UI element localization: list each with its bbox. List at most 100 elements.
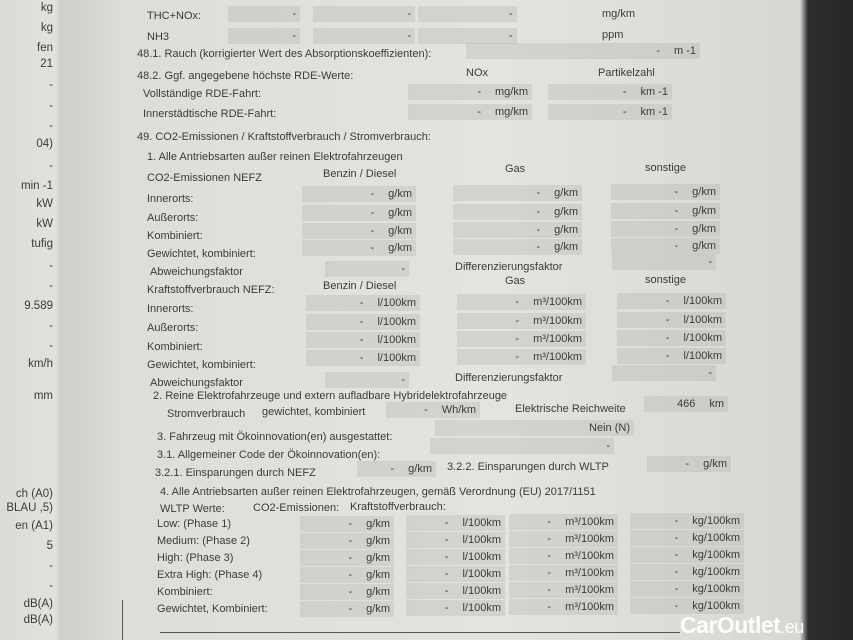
value-field-background (612, 365, 716, 381)
value-field-background (406, 515, 505, 531)
rde-full-label: Vollständige RDE-Fahrt: (143, 88, 261, 100)
unit: g/km (366, 586, 390, 598)
column-header: NOx (466, 67, 488, 79)
section-2-title: 2. Reine Elektrofahrzeuge und extern auf… (153, 390, 508, 402)
section-31-label: 3.1. Allgemeiner Code der Ökoinnovation(… (157, 449, 381, 461)
unit: m -1 (674, 45, 696, 57)
value-field-background (406, 600, 505, 616)
value-field-background (612, 254, 716, 270)
value-field-background (453, 185, 582, 201)
value-cell: - g/km (348, 603, 390, 616)
value-field-background (630, 598, 744, 614)
value-field-background (228, 6, 300, 22)
left-page-fragment: - (49, 160, 53, 172)
label: Stromverbrauch (167, 408, 246, 420)
value: - (547, 516, 552, 528)
unit: m³/100km (565, 550, 614, 562)
unit: l/100km (462, 551, 501, 563)
value-cell: - m³/100km (515, 333, 582, 346)
row-label: High: (Phase 3) (157, 552, 234, 564)
value-field-background (417, 28, 517, 44)
value: - (444, 517, 449, 529)
unit: g/km (692, 223, 716, 235)
value-field-background (300, 550, 394, 566)
nh3-value: - (407, 30, 411, 42)
value-field-background (406, 549, 505, 565)
row-label: Abweichungsfaktor (150, 266, 243, 278)
value-cell: - l/100km (445, 551, 501, 564)
column-header: Kraftstoffverbrauch: (350, 501, 446, 513)
value-cell: - l/100km (445, 585, 501, 598)
value-cell: - l/100km (445, 534, 501, 547)
value-cell: - m³/100km (547, 516, 614, 529)
left-page-fragment: 04) (36, 138, 53, 150)
left-page-fragment: - (49, 280, 53, 292)
smoke-value: - m -1 (656, 45, 696, 58)
value-cell: - m³/100km (515, 351, 582, 364)
value-field-background (548, 104, 672, 120)
value-cell: - kg/100km (675, 515, 740, 528)
value-cell: - m³/100km (515, 315, 582, 328)
value-field-background (430, 438, 614, 454)
row-label: Gewichtet, kombiniert: (147, 359, 256, 371)
value: - (547, 550, 552, 562)
value-field-background (408, 104, 532, 120)
row-label: Abweichungsfaktor (150, 377, 243, 389)
value-cell: - g/km (348, 552, 390, 565)
differentiation-label: Differenzierungsfaktor (455, 261, 563, 273)
value-field-background (611, 238, 720, 254)
value-field-background (300, 533, 394, 549)
value-field-background (509, 514, 618, 530)
value: - (348, 518, 353, 530)
smoke-label: 48.1. Rauch (korrigierter Wert des Absor… (137, 48, 432, 60)
value-field-background (435, 420, 634, 436)
left-page-fragment: - (49, 79, 53, 91)
row-label: Innerorts: (147, 193, 194, 205)
row-label: Kombiniert: (157, 586, 213, 598)
left-page-fragment: 5 (46, 540, 53, 552)
section-49-title: 49. CO2-Emissionen / Kraftstoffverbrauch… (137, 131, 431, 143)
value: - (477, 106, 481, 118)
unit: g/km (388, 207, 412, 219)
section-4-title: 4. Alle Antriebsarten außer reinen Elekt… (160, 486, 596, 498)
value: - (685, 458, 690, 470)
value-cell: - l/100km (360, 297, 416, 310)
value: - (547, 584, 552, 596)
watermark-brand: CarOutlet (680, 612, 781, 638)
value-cell: - g/km (348, 586, 390, 599)
left-page-fragment: dB(A) (23, 614, 53, 626)
left-page-fragment: - (49, 320, 53, 332)
left-page-fragment: kW (36, 218, 53, 230)
row-label: Extra High: (Phase 4) (157, 569, 263, 581)
value-field-background (509, 599, 618, 615)
unit: l/100km (683, 314, 722, 326)
rde-urban-label: Innerstädtische RDE-Fahrt: (143, 108, 277, 120)
unit: l/100km (377, 297, 416, 309)
value: - (370, 225, 375, 237)
value: - (515, 296, 520, 308)
value: - (424, 404, 428, 416)
deviation-value: - (708, 367, 712, 379)
value-field-background (509, 582, 618, 598)
value-cell: - l/100km (445, 602, 501, 615)
value-field-background (306, 350, 420, 366)
value-field-background (357, 461, 436, 477)
value-cell: - g/km (348, 535, 390, 548)
left-page-fragment: - (49, 260, 53, 272)
value-cell: - g/km (370, 242, 412, 255)
value-cell: - g/km (674, 186, 716, 199)
value-field-background (548, 84, 672, 100)
value: - (622, 106, 627, 118)
row-label: Gewichtet, Kombiniert: (157, 603, 268, 615)
value-field-background (302, 186, 416, 202)
unit: m³/100km (565, 601, 614, 613)
value: - (674, 583, 679, 595)
label: Elektrische Reichweite (515, 403, 626, 415)
value-field-background (630, 581, 744, 597)
section-321-label: 3.2.1. Einsparungen durch NEFZ (155, 467, 316, 479)
value-cell: - l/100km (445, 517, 501, 530)
value: - (359, 297, 364, 309)
unit: l/100km (683, 350, 722, 362)
value: - (359, 334, 364, 346)
value-cell: - kg/100km (675, 549, 740, 562)
